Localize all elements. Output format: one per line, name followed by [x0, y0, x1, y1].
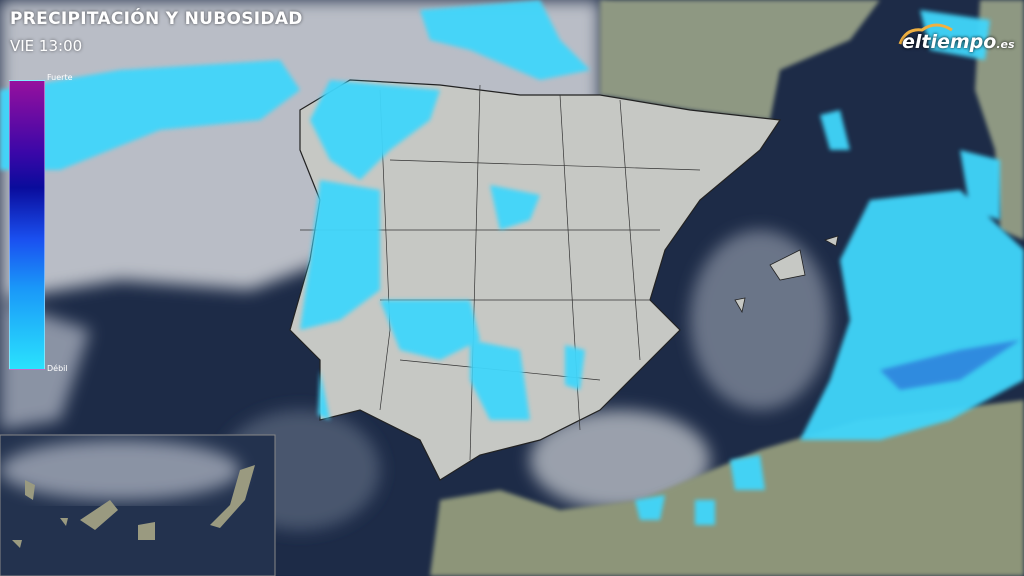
logo-suffix: .es: [996, 38, 1015, 51]
france-land: [600, 0, 880, 120]
legend-max-label: Fuerte: [47, 73, 73, 82]
moderate-precipitation: [880, 340, 1020, 390]
africa-land: [430, 400, 1024, 576]
forecast-time: VIE 13:00: [10, 37, 83, 55]
iberia-land: [289, 79, 782, 481]
canary-islands-inset: [0, 434, 276, 576]
eltiempo-logo: eltiempo.es: [896, 22, 1016, 62]
province-borders: [300, 84, 701, 461]
precipitation-layer: [0, 0, 1024, 525]
legend-min-label: Débil: [47, 364, 68, 373]
balearic-islands: [734, 235, 839, 314]
logo-name: eltiempo: [902, 31, 997, 53]
precipitation-legend-bar: [9, 80, 45, 370]
map-title: PRECIPITACIÓN Y NUBOSIDAD: [10, 9, 303, 29]
italy-land: [975, 0, 1024, 240]
logo-arc: [898, 23, 953, 45]
